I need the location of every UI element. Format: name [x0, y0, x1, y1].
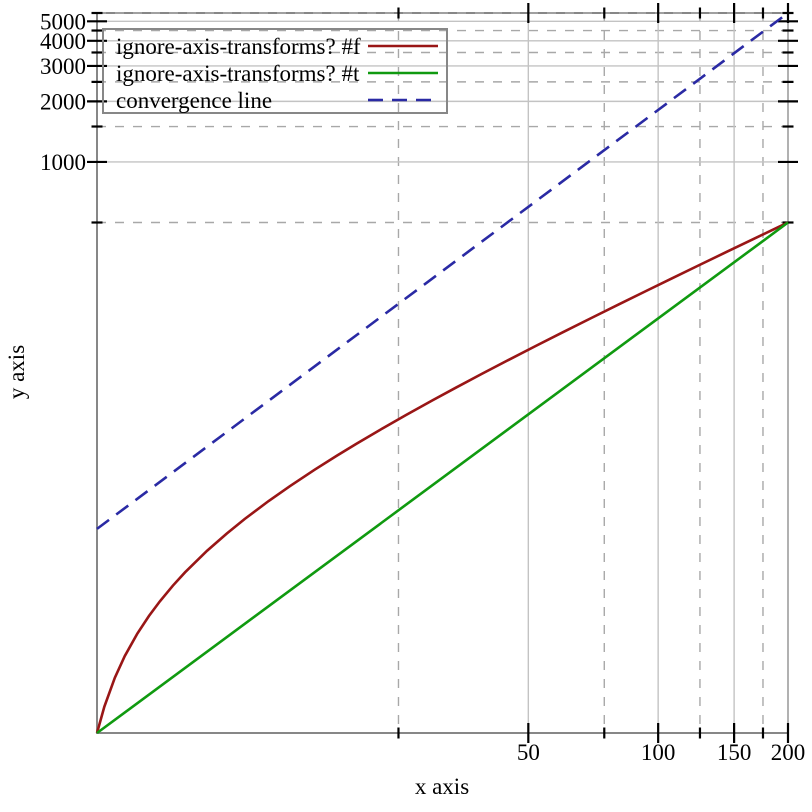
y-axis-title: y axis: [4, 345, 29, 399]
legend: ignore-axis-transforms? #fignore-axis-tr…: [102, 28, 448, 114]
x-axis-title: x axis: [415, 774, 469, 799]
legend-label: ignore-axis-transforms? #f: [116, 34, 361, 59]
x-tick-label: 100: [641, 740, 676, 765]
grid-major-lines: [97, 13, 789, 733]
y-tick-label: 4000: [40, 29, 86, 54]
grid-minor-lines: [97, 12, 788, 733]
legend-label: ignore-axis-transforms? #t: [116, 61, 360, 86]
series-line-1: [96, 221, 789, 735]
x-tick-label: 50: [517, 740, 540, 765]
y-tick-label: 2000: [40, 89, 86, 114]
x-tick-label: 150: [717, 740, 752, 765]
legend-box: [102, 28, 448, 114]
legend-label: convergence line: [116, 88, 272, 113]
x-tick-label: 200: [771, 740, 806, 765]
y-tick-label: 3000: [40, 54, 86, 79]
series-lines: [95, 11, 789, 735]
y-tick-label: 5000: [40, 9, 86, 34]
series-line-0: [95, 221, 789, 734]
y-tick-label: 1000: [40, 150, 86, 175]
